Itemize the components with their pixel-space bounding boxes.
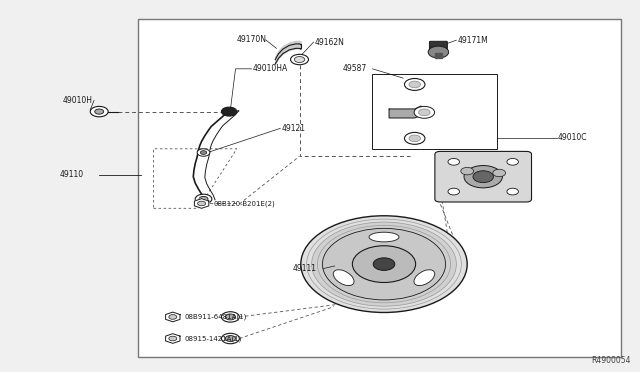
Text: 08B911-6481A(1): 08B911-6481A(1) [184,314,246,320]
Text: 49010H: 49010H [63,96,93,105]
Circle shape [409,135,420,142]
Circle shape [90,106,108,117]
Circle shape [169,336,177,341]
Circle shape [225,314,236,320]
Circle shape [404,132,425,144]
Text: 49111: 49111 [293,264,317,273]
Text: 49010HA: 49010HA [253,64,288,73]
Circle shape [414,106,435,118]
Text: 49121: 49121 [282,124,306,133]
FancyBboxPatch shape [435,151,531,202]
Circle shape [507,188,518,195]
Circle shape [448,158,460,165]
Circle shape [301,216,467,312]
Ellipse shape [369,232,399,242]
Ellipse shape [333,270,354,286]
Text: 49170N: 49170N [237,35,267,44]
Circle shape [291,54,308,65]
Text: 49171M: 49171M [458,36,488,45]
Circle shape [428,46,449,58]
Polygon shape [195,199,209,208]
Circle shape [461,167,474,175]
Circle shape [294,57,305,62]
Polygon shape [166,334,180,343]
Circle shape [507,158,518,165]
Text: 49010C: 49010C [558,133,588,142]
Circle shape [221,333,239,344]
Circle shape [221,312,239,322]
Circle shape [448,188,460,195]
Text: 49110: 49110 [60,170,84,179]
Circle shape [197,149,210,156]
Text: 49587: 49587 [343,64,367,73]
Circle shape [473,171,493,183]
Circle shape [373,258,395,270]
Polygon shape [389,106,421,118]
Circle shape [169,315,177,319]
Text: 08B120-B201E(2): 08B120-B201E(2) [213,200,275,207]
Text: 49162N: 49162N [315,38,345,46]
Circle shape [312,222,456,306]
Circle shape [419,109,430,116]
Circle shape [198,201,205,206]
Bar [138,19,621,357]
Circle shape [199,196,208,202]
Bar [372,74,497,149]
Circle shape [200,151,207,154]
Circle shape [493,169,506,177]
Circle shape [225,336,236,341]
Polygon shape [435,53,442,58]
Circle shape [404,78,425,90]
FancyBboxPatch shape [429,41,447,51]
Circle shape [464,166,502,188]
Circle shape [221,107,237,116]
Circle shape [353,246,415,282]
Circle shape [323,228,445,300]
Polygon shape [166,312,180,322]
Circle shape [95,109,104,114]
Text: 08915-1421A(1): 08915-1421A(1) [184,335,242,342]
Text: R4900054: R4900054 [591,356,630,365]
Ellipse shape [414,270,435,286]
Circle shape [409,81,420,88]
Circle shape [195,194,212,204]
